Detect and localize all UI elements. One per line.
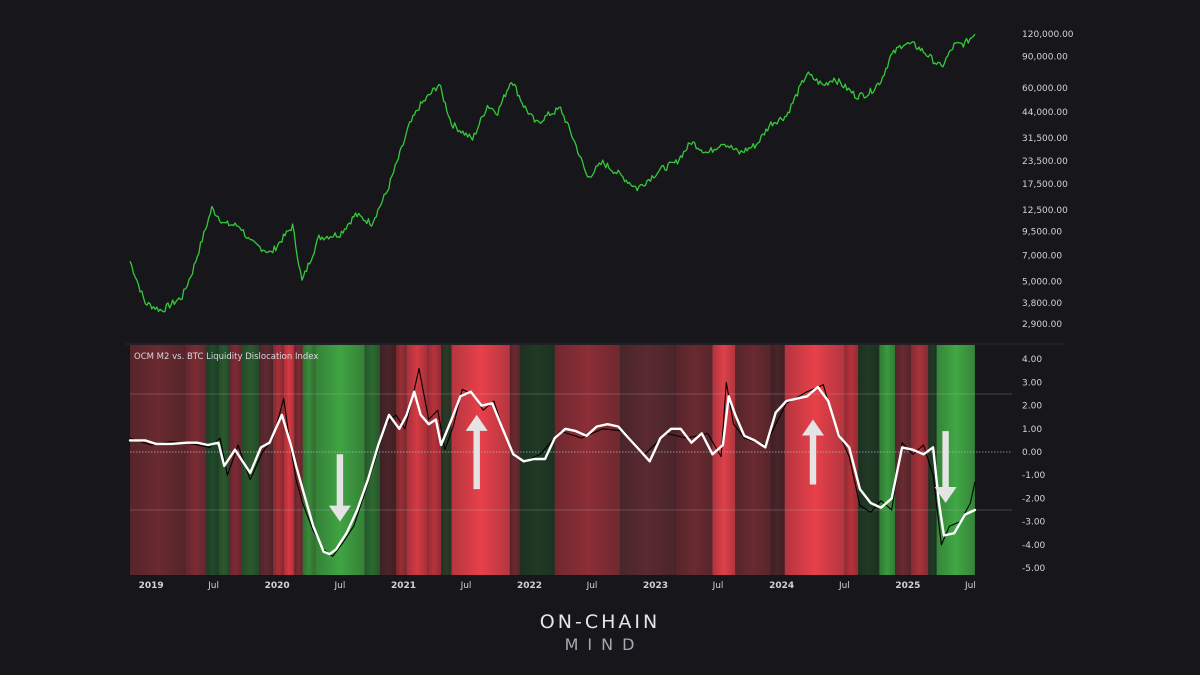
index-tick-label: 0.00 [1022, 448, 1042, 458]
index-smoothed-line [128, 385, 977, 556]
index-tick-label: 2.00 [1022, 402, 1042, 412]
trend-arrow-up [465, 414, 488, 490]
background-band [895, 345, 912, 575]
index-tick-label: -2.00 [1022, 494, 1046, 504]
date-tick-label: Jul [586, 581, 598, 591]
price-axis: 120,000.00 90,000.00 60,000.00 44,000.00 31,… [1022, 30, 1074, 330]
price-tick-label: 2,900.00 [1022, 320, 1062, 330]
date-tick-label: Jul [712, 581, 724, 591]
background-band [364, 345, 380, 575]
background-band [302, 345, 315, 575]
background-band [770, 345, 785, 575]
index-tick-label: -1.00 [1022, 471, 1046, 481]
date-axis: 2019 Jul 2020 Jul 2021 Jul 2022 Jul 2023 Jul 2024 J… [139, 581, 976, 591]
price-tick-label: 5,000.00 [1022, 278, 1062, 288]
index-axis: 4.00 3.00 2.00 1.00 0.00 -1.00 -2.00 -3.00 -4.00… [1022, 355, 1046, 574]
date-tick-label: 2020 [265, 581, 290, 591]
index-tick-label: 4.00 [1022, 355, 1042, 365]
index-tick-label: 3.00 [1022, 378, 1042, 388]
background-band [427, 345, 442, 575]
brand-logo-line2: MIND [565, 635, 644, 654]
date-tick-label: Jul [333, 581, 345, 591]
background-band [735, 345, 771, 575]
trend-arrows [328, 414, 957, 522]
trend-arrow-down [934, 431, 957, 503]
price-tick-label: 44,000.00 [1022, 108, 1068, 118]
date-tick-label: 2025 [895, 581, 920, 591]
date-tick-label: 2023 [643, 581, 668, 591]
price-tick-label: 3,800.00 [1022, 299, 1062, 309]
background-band [441, 345, 452, 575]
date-tick-label: 2019 [139, 581, 164, 591]
price-tick-label: 9,500.00 [1022, 228, 1062, 238]
background-band [451, 345, 510, 575]
price-tick-label: 23,500.00 [1022, 157, 1068, 167]
background-band [259, 345, 273, 575]
background-band [130, 345, 186, 575]
price-tick-label: 31,500.00 [1022, 134, 1068, 144]
price-tick-label: 60,000.00 [1022, 84, 1068, 94]
date-tick-label: Jul [207, 581, 219, 591]
background-band [928, 345, 937, 575]
index-tick-label: -5.00 [1022, 564, 1046, 574]
background-band [185, 345, 207, 575]
index-tick-label: -3.00 [1022, 518, 1046, 528]
price-tick-label: 7,000.00 [1022, 251, 1062, 261]
price-tick-label: 17,500.00 [1022, 180, 1068, 190]
btc-price-panel [129, 33, 976, 313]
date-tick-label: Jul [838, 581, 850, 591]
index-tick-label: -4.00 [1022, 541, 1046, 551]
price-tick-label: 120,000.00 [1022, 30, 1074, 40]
index-title: OCM M2 vs. BTC Liquidity Dislocation Ind… [134, 352, 318, 362]
background-band [554, 345, 620, 575]
brand-logo-line1: ON-CHAIN [540, 611, 660, 633]
background-band [294, 345, 303, 575]
index-lines [128, 367, 1012, 557]
background-band [395, 345, 407, 575]
background-band [241, 345, 260, 575]
background-band [509, 345, 521, 575]
price-tick-label: 12,500.00 [1022, 206, 1068, 216]
trend-arrow-up [802, 419, 824, 485]
background-band [712, 345, 736, 575]
background-band [283, 345, 295, 575]
background-band [206, 345, 219, 575]
btc-price-line [129, 33, 976, 313]
price-tick-label: 90,000.00 [1022, 52, 1068, 62]
background-band [879, 345, 896, 575]
date-tick-label: 2021 [391, 581, 416, 591]
date-tick-label: 2022 [517, 581, 542, 591]
date-tick-label: Jul [460, 581, 472, 591]
background-band [675, 345, 713, 575]
index-tick-label: 1.00 [1022, 425, 1042, 435]
date-tick-label: Jul [964, 581, 976, 591]
background-band [858, 345, 880, 575]
background-band [380, 345, 396, 575]
background-band [911, 345, 929, 575]
trend-arrow-down [328, 454, 351, 522]
background-band [229, 345, 242, 575]
background-band [273, 345, 284, 575]
background-band [936, 345, 975, 575]
date-tick-label: 2024 [769, 581, 794, 591]
